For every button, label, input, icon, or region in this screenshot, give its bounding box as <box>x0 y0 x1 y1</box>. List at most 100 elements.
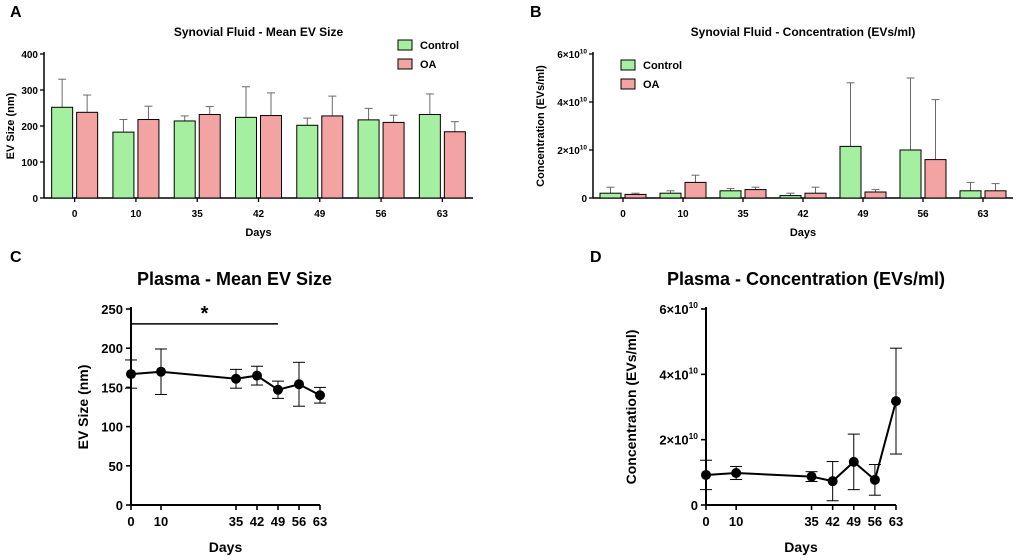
bar-oa-day-0 <box>624 193 647 199</box>
bar-control-day-35 <box>719 190 742 199</box>
legend-swatch-control <box>620 59 636 71</box>
bar-control-day-63 <box>418 113 441 199</box>
bar-oa-day-0 <box>76 111 99 199</box>
bar-oa-day-35 <box>198 113 221 199</box>
significance-marker: * <box>201 303 209 325</box>
bar-oa-day-49 <box>321 115 344 199</box>
x-tick-label: 56 <box>292 514 306 529</box>
bar-control-day-63 <box>959 190 982 199</box>
x-tick-label: 0 <box>620 209 626 220</box>
x-tick-label: 0 <box>702 514 709 529</box>
x-tick-label: 35 <box>192 209 204 220</box>
data-point-day-35 <box>231 373 241 384</box>
legend-label-control: Control <box>643 60 682 72</box>
y-tick-label: 200 <box>101 341 123 356</box>
y-tick-label: 6×1010 <box>659 300 698 317</box>
y-tick-label: 0 <box>116 498 123 513</box>
x-tick-label: 63 <box>977 209 989 220</box>
x-tick-label: 56 <box>917 209 929 220</box>
x-tick-label: 35 <box>229 514 243 529</box>
x-tick-label: 63 <box>889 514 903 529</box>
y-tick-label: 300 <box>21 86 38 97</box>
data-point-day-49 <box>273 384 283 395</box>
x-axis-label: Days <box>245 227 271 239</box>
x-tick-label: 49 <box>271 514 285 529</box>
x-tick-label: 10 <box>154 514 168 529</box>
legend-swatch-control <box>397 39 413 51</box>
x-tick-label: 0 <box>127 514 134 529</box>
bar-oa-day-63 <box>443 131 466 199</box>
x-tick-label: 56 <box>868 514 882 529</box>
x-tick-label: 49 <box>847 514 861 529</box>
chart-title: Synovial Fluid - Mean EV Size <box>174 25 344 39</box>
bar-oa-day-42 <box>260 115 282 199</box>
x-tick-label: 35 <box>737 209 749 220</box>
panel-b-chart: Synovial Fluid - Concentration (EVs/ml) 0… <box>535 25 1013 239</box>
x-tick-label: 63 <box>437 209 449 220</box>
bar-oa-day-56 <box>924 159 947 199</box>
chart-title: Synovial Fluid - Concentration (EVs/ml) <box>691 25 916 39</box>
y-tick-label: 0 <box>581 194 587 205</box>
bar-oa-day-35 <box>744 189 767 199</box>
data-point-day-63 <box>891 396 901 407</box>
y-tick-label: 0 <box>32 194 38 205</box>
x-axis-label: Days <box>784 539 818 555</box>
bar-oa-day-10 <box>684 181 707 199</box>
x-tick-label: 42 <box>825 514 839 529</box>
data-point-day-0 <box>701 469 711 480</box>
data-point-day-42 <box>827 476 838 487</box>
data-point-day-0 <box>126 369 136 380</box>
bar-control-day-0 <box>51 106 74 199</box>
bar-oa-day-10 <box>137 119 160 199</box>
panel-c-chart: Plasma - Mean EV Size 0 50 100 150 200 250 0 10 3… <box>75 269 332 555</box>
y-tick-label: 200 <box>21 122 38 133</box>
bar-control-day-35 <box>173 120 196 199</box>
y-tick-label: 150 <box>101 380 123 395</box>
y-tick-label: 250 <box>101 302 123 317</box>
x-axis-label: Days <box>209 539 243 555</box>
y-tick-label: 4×1010 <box>557 97 587 110</box>
data-point-day-10 <box>156 366 166 377</box>
chart-title: Plasma - Mean EV Size <box>137 269 332 289</box>
x-tick-label: 49 <box>314 209 326 220</box>
y-axis-label: EV Size (nm) <box>75 365 91 450</box>
x-tick-label: 10 <box>677 209 689 220</box>
y-tick-label: 0 <box>691 498 698 513</box>
bar-oa-day-49 <box>864 191 887 199</box>
x-tick-label: 56 <box>376 209 388 220</box>
panel-label-a: A <box>10 4 22 21</box>
panel-label-c: C <box>10 249 22 266</box>
bar-oa-day-56 <box>382 121 405 199</box>
x-tick-label: 10 <box>729 514 743 529</box>
x-tick-label: 49 <box>857 209 869 220</box>
bar-control-day-10 <box>659 192 682 199</box>
bar-control-day-0 <box>599 192 622 199</box>
chart-title: Plasma - Concentration (EVs/ml) <box>667 269 945 289</box>
y-tick-label: 400 <box>21 50 38 61</box>
bar-control-day-49 <box>839 145 862 199</box>
data-point-day-42 <box>252 370 262 381</box>
data-point-day-35 <box>806 471 817 482</box>
data-point-day-63 <box>315 390 325 401</box>
x-tick-label: 10 <box>130 209 142 220</box>
y-axis-label: EV Size (nm) <box>5 92 17 159</box>
panel-label-d: D <box>590 249 602 266</box>
bar-oa-day-63 <box>984 190 1007 199</box>
panel-label-b: B <box>530 4 542 21</box>
x-tick-label: 35 <box>804 514 818 529</box>
y-axis-label: Concentration (EVs/ml) <box>535 65 547 187</box>
legend-label-oa: OA <box>643 79 660 91</box>
x-tick-label: 63 <box>313 514 327 529</box>
x-tick-label: 42 <box>250 514 264 529</box>
legend-label-oa: OA <box>420 59 437 71</box>
bar-control-day-42 <box>235 116 257 199</box>
legend-label-control: Control <box>420 40 459 52</box>
bar-control-day-10 <box>112 131 135 199</box>
y-tick-label: 6×1010 <box>557 49 587 62</box>
y-tick-label: 100 <box>21 158 38 169</box>
y-tick-label: 100 <box>101 420 123 435</box>
bar-control-day-42 <box>779 195 802 199</box>
y-tick-label: 4×1010 <box>659 365 698 382</box>
x-tick-label: 0 <box>72 209 78 220</box>
